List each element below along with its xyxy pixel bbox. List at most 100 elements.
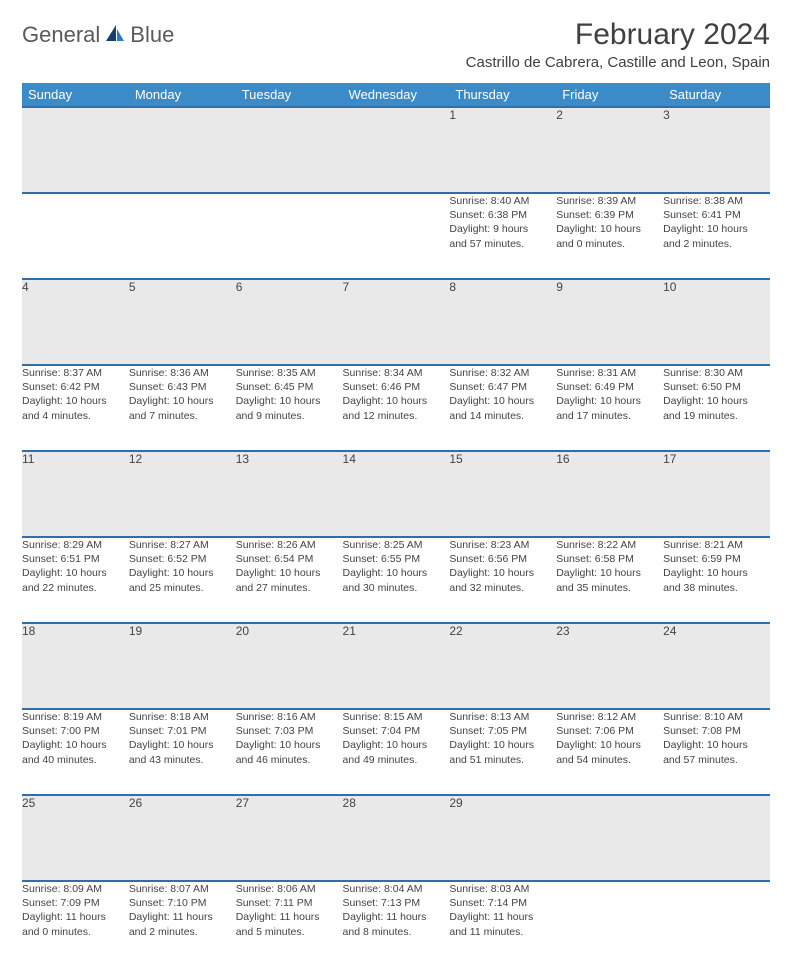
day-ss: Sunset: 6:41 PM xyxy=(663,208,770,222)
day-number: 10 xyxy=(663,280,676,294)
day-ss: Sunset: 6:39 PM xyxy=(556,208,663,222)
day-sr: Sunrise: 8:29 AM xyxy=(22,538,129,552)
day-details-cell: Sunrise: 8:36 AMSunset: 6:43 PMDaylight:… xyxy=(129,365,236,451)
day-details-cell: Sunrise: 8:15 AMSunset: 7:04 PMDaylight:… xyxy=(343,709,450,795)
day-ss: Sunset: 7:10 PM xyxy=(129,896,236,910)
day-number-cell: 3 xyxy=(663,107,770,193)
day-ss: Sunset: 6:58 PM xyxy=(556,552,663,566)
day-number-cell: 26 xyxy=(129,795,236,881)
day-details-cell: Sunrise: 8:22 AMSunset: 6:58 PMDaylight:… xyxy=(556,537,663,623)
day-number-cell: 13 xyxy=(236,451,343,537)
day-d2: and 0 minutes. xyxy=(556,237,663,251)
week-daynum-row: 18192021222324 xyxy=(22,623,770,709)
week-daynum-row: 11121314151617 xyxy=(22,451,770,537)
day-ss: Sunset: 6:56 PM xyxy=(449,552,556,566)
day-details-cell xyxy=(663,881,770,967)
day-number-cell: 16 xyxy=(556,451,663,537)
day-details-cell: Sunrise: 8:09 AMSunset: 7:09 PMDaylight:… xyxy=(22,881,129,967)
weekday-header: Sunday xyxy=(22,83,129,107)
day-details-cell xyxy=(236,193,343,279)
day-number-cell: 24 xyxy=(663,623,770,709)
day-number-cell: 27 xyxy=(236,795,343,881)
day-number-cell xyxy=(236,107,343,193)
week-details-row: Sunrise: 8:40 AMSunset: 6:38 PMDaylight:… xyxy=(22,193,770,279)
day-d2: and 5 minutes. xyxy=(236,925,343,939)
day-sr: Sunrise: 8:07 AM xyxy=(129,882,236,896)
day-ss: Sunset: 7:14 PM xyxy=(449,896,556,910)
day-details-cell: Sunrise: 8:12 AMSunset: 7:06 PMDaylight:… xyxy=(556,709,663,795)
day-d1: Daylight: 10 hours xyxy=(343,394,450,408)
day-details-cell xyxy=(556,881,663,967)
day-number-cell: 12 xyxy=(129,451,236,537)
day-d1: Daylight: 11 hours xyxy=(449,910,556,924)
day-d2: and 27 minutes. xyxy=(236,581,343,595)
day-ss: Sunset: 6:49 PM xyxy=(556,380,663,394)
day-details-cell: Sunrise: 8:32 AMSunset: 6:47 PMDaylight:… xyxy=(449,365,556,451)
day-sr: Sunrise: 8:09 AM xyxy=(22,882,129,896)
day-d1: Daylight: 11 hours xyxy=(22,910,129,924)
day-number-cell: 7 xyxy=(343,279,450,365)
day-sr: Sunrise: 8:25 AM xyxy=(343,538,450,552)
day-number-cell: 21 xyxy=(343,623,450,709)
day-ss: Sunset: 6:38 PM xyxy=(449,208,556,222)
day-number: 8 xyxy=(449,280,456,294)
day-number-cell: 18 xyxy=(22,623,129,709)
day-number: 16 xyxy=(556,452,569,466)
day-d1: Daylight: 10 hours xyxy=(556,222,663,236)
day-d2: and 32 minutes. xyxy=(449,581,556,595)
weekday-header-row: Sunday Monday Tuesday Wednesday Thursday… xyxy=(22,83,770,107)
day-details-cell: Sunrise: 8:19 AMSunset: 7:00 PMDaylight:… xyxy=(22,709,129,795)
day-ss: Sunset: 7:05 PM xyxy=(449,724,556,738)
day-details-cell: Sunrise: 8:25 AMSunset: 6:55 PMDaylight:… xyxy=(343,537,450,623)
day-sr: Sunrise: 8:34 AM xyxy=(343,366,450,380)
day-details-cell: Sunrise: 8:07 AMSunset: 7:10 PMDaylight:… xyxy=(129,881,236,967)
day-d1: Daylight: 10 hours xyxy=(129,394,236,408)
day-d1: Daylight: 10 hours xyxy=(556,738,663,752)
day-details-cell: Sunrise: 8:35 AMSunset: 6:45 PMDaylight:… xyxy=(236,365,343,451)
day-d2: and 0 minutes. xyxy=(22,925,129,939)
day-details-cell: Sunrise: 8:37 AMSunset: 6:42 PMDaylight:… xyxy=(22,365,129,451)
day-details-cell: Sunrise: 8:16 AMSunset: 7:03 PMDaylight:… xyxy=(236,709,343,795)
day-ss: Sunset: 6:42 PM xyxy=(22,380,129,394)
day-sr: Sunrise: 8:21 AM xyxy=(663,538,770,552)
day-number-cell: 29 xyxy=(449,795,556,881)
day-number-cell: 28 xyxy=(343,795,450,881)
day-number-cell: 1 xyxy=(449,107,556,193)
day-d2: and 54 minutes. xyxy=(556,753,663,767)
day-sr: Sunrise: 8:04 AM xyxy=(343,882,450,896)
day-ss: Sunset: 7:13 PM xyxy=(343,896,450,910)
day-d1: Daylight: 10 hours xyxy=(129,566,236,580)
day-number-cell: 15 xyxy=(449,451,556,537)
day-details-cell: Sunrise: 8:29 AMSunset: 6:51 PMDaylight:… xyxy=(22,537,129,623)
day-d1: Daylight: 11 hours xyxy=(129,910,236,924)
day-sr: Sunrise: 8:31 AM xyxy=(556,366,663,380)
day-ss: Sunset: 6:46 PM xyxy=(343,380,450,394)
weekday-header: Saturday xyxy=(663,83,770,107)
day-ss: Sunset: 7:08 PM xyxy=(663,724,770,738)
day-sr: Sunrise: 8:10 AM xyxy=(663,710,770,724)
day-number-cell xyxy=(556,795,663,881)
day-number-cell: 23 xyxy=(556,623,663,709)
day-sr: Sunrise: 8:40 AM xyxy=(449,194,556,208)
day-number-cell: 20 xyxy=(236,623,343,709)
day-d1: Daylight: 10 hours xyxy=(663,738,770,752)
day-sr: Sunrise: 8:16 AM xyxy=(236,710,343,724)
day-d2: and 19 minutes. xyxy=(663,409,770,423)
day-ss: Sunset: 7:03 PM xyxy=(236,724,343,738)
day-number-cell xyxy=(129,107,236,193)
day-details-cell: Sunrise: 8:13 AMSunset: 7:05 PMDaylight:… xyxy=(449,709,556,795)
day-ss: Sunset: 7:11 PM xyxy=(236,896,343,910)
day-d2: and 38 minutes. xyxy=(663,581,770,595)
day-details-cell xyxy=(129,193,236,279)
day-number-cell: 14 xyxy=(343,451,450,537)
day-details-cell: Sunrise: 8:30 AMSunset: 6:50 PMDaylight:… xyxy=(663,365,770,451)
week-daynum-row: 2526272829 xyxy=(22,795,770,881)
day-details-cell: Sunrise: 8:18 AMSunset: 7:01 PMDaylight:… xyxy=(129,709,236,795)
day-details-cell xyxy=(343,193,450,279)
day-details-cell: Sunrise: 8:03 AMSunset: 7:14 PMDaylight:… xyxy=(449,881,556,967)
day-number-cell xyxy=(663,795,770,881)
day-number: 23 xyxy=(556,624,569,638)
day-number: 26 xyxy=(129,796,142,810)
day-ss: Sunset: 6:52 PM xyxy=(129,552,236,566)
calendar: Sunday Monday Tuesday Wednesday Thursday… xyxy=(22,83,770,967)
